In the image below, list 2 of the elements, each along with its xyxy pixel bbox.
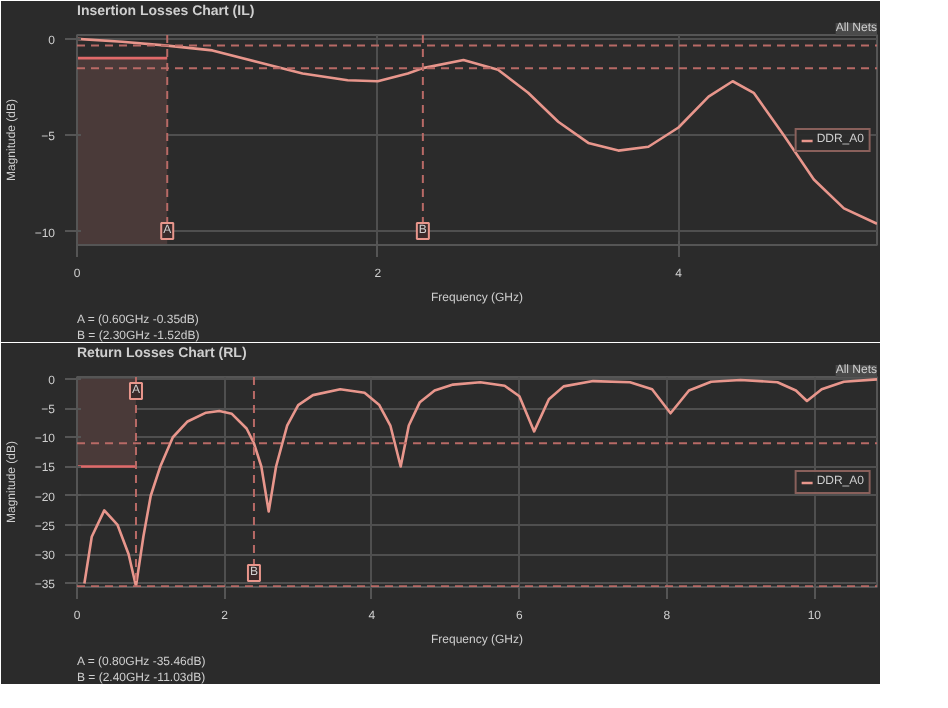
line-series (77, 37, 877, 226)
line-series (83, 378, 877, 587)
